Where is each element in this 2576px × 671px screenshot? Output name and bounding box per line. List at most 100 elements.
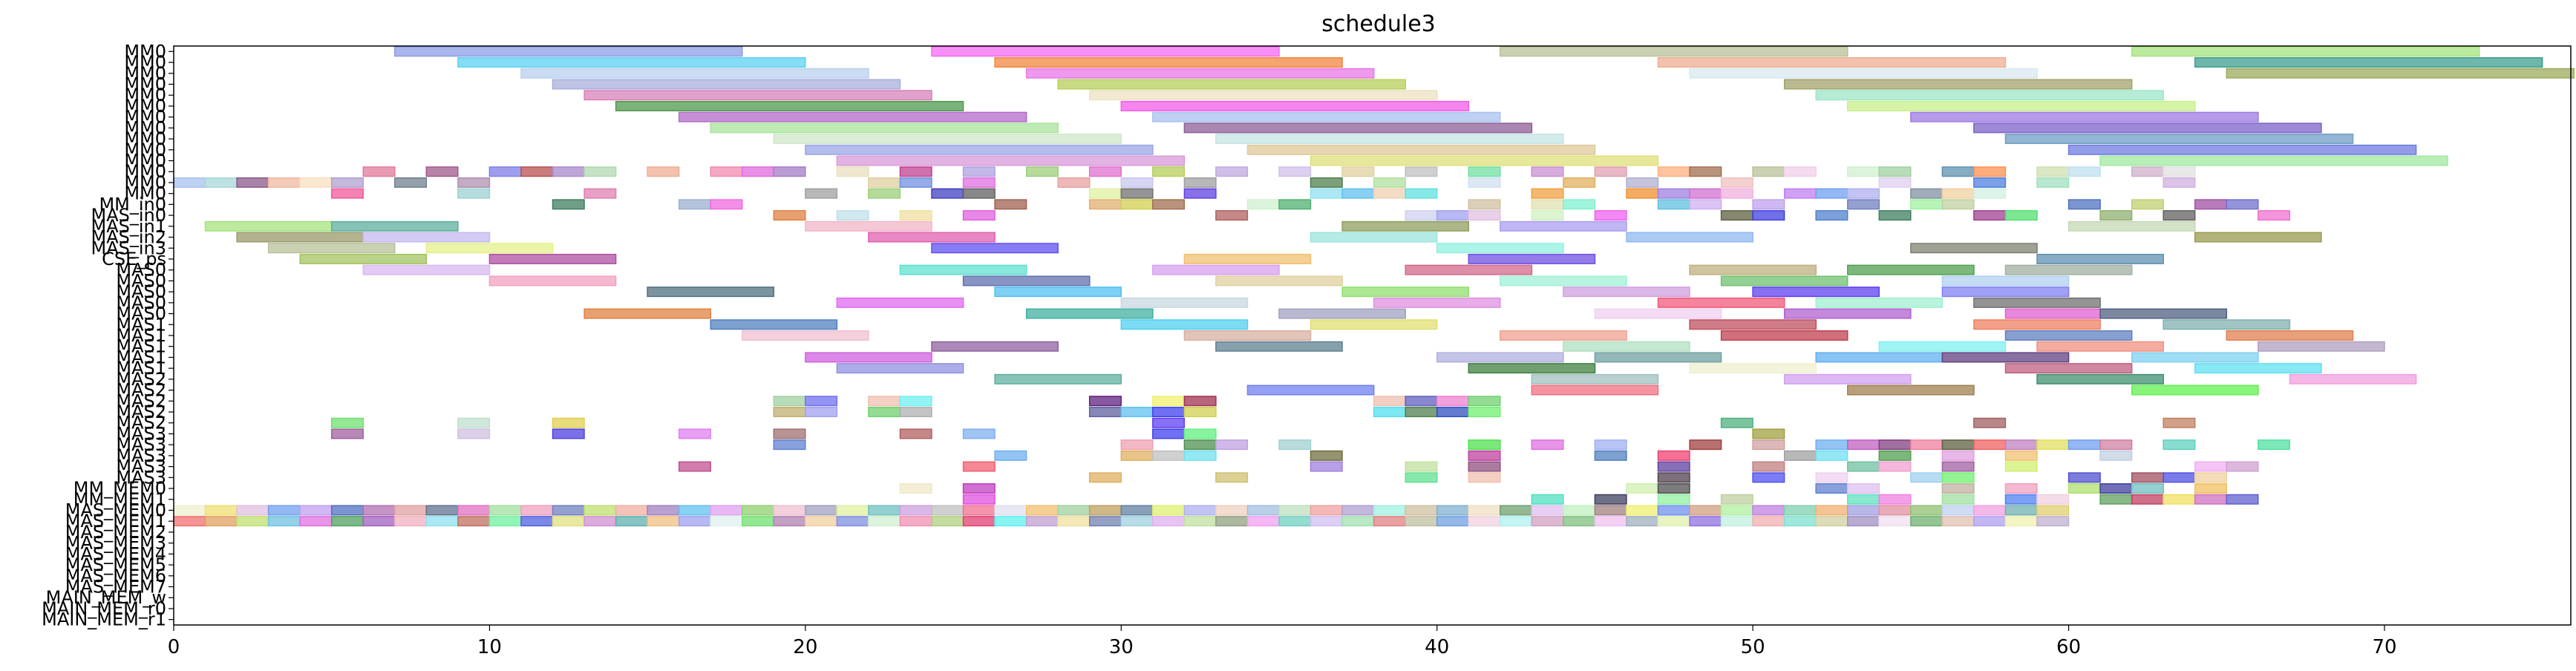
task-bar [173, 177, 206, 188]
y-tick-label: MM_MEM1 [73, 489, 166, 510]
task-bar [2258, 210, 2291, 221]
task-bar [962, 275, 1091, 287]
task-bar [1910, 439, 1944, 451]
task-bar [2163, 417, 2196, 428]
task-bar [1657, 57, 2007, 68]
task-bar [2163, 439, 2196, 451]
task-bar [583, 505, 617, 516]
task-bar [868, 177, 901, 188]
y-tick-label: MAS1 [116, 347, 166, 367]
task-bar [2131, 384, 2259, 396]
task-bar [1783, 516, 1817, 527]
task-bar [899, 483, 932, 494]
task-bar [457, 417, 491, 428]
task-bar [868, 516, 901, 527]
task-bar [931, 243, 1059, 254]
task-bar [1152, 264, 1280, 275]
task-bar [299, 505, 333, 516]
task-bar [836, 516, 869, 527]
y-tick-label: MM0 [124, 85, 166, 105]
task-bar [962, 461, 996, 472]
task-bar [1657, 494, 1690, 505]
task-bar [1120, 319, 1249, 330]
task-bar [173, 516, 206, 527]
task-bar [773, 210, 806, 221]
task-bar [1405, 264, 1533, 275]
task-bar [1657, 297, 1785, 308]
task-bar [899, 407, 932, 418]
task-bar [773, 407, 806, 418]
task-bar [362, 505, 396, 516]
task-bar [1278, 439, 1312, 451]
task-bar [425, 166, 459, 177]
task-bar [2226, 68, 2575, 79]
task-bar [1120, 297, 1249, 308]
x-tick-label: 20 [793, 636, 817, 658]
x-tick-label: 40 [1425, 636, 1449, 658]
task-bar [1910, 516, 1944, 527]
y-tick-label: MAS1 [116, 314, 166, 335]
task-bar [1973, 122, 2322, 134]
task-bar [805, 505, 838, 516]
task-bar [2194, 461, 2227, 472]
y-tick-labels: MM0MM0MM0MM0MM0MM0MM0MM0MM0MM0MM0MM0MM0M… [42, 41, 174, 630]
task-bar [805, 407, 838, 418]
task-bar [1594, 450, 1627, 461]
task-bar [2163, 494, 2196, 505]
task-bar [994, 516, 1027, 527]
task-bar [1720, 516, 1753, 527]
task-bar [1720, 275, 1848, 287]
task-bar [2067, 166, 2101, 177]
task-bar [1341, 516, 1375, 527]
task-bar [2099, 483, 2133, 494]
task-bar [1183, 450, 1217, 461]
task-bar [457, 57, 806, 68]
task-bar [1973, 417, 2007, 428]
task-bar [204, 505, 238, 516]
task-bar [1436, 505, 1469, 516]
task-bar [330, 516, 364, 527]
task-bar [1152, 505, 1186, 516]
task-bar [583, 308, 712, 319]
task-bar [647, 505, 680, 516]
task-bar [1878, 461, 1912, 472]
task-bar [2036, 505, 2070, 516]
task-bar [1183, 330, 1312, 341]
y-tick-label: MAS1 [116, 358, 166, 379]
task-bar [1088, 166, 1122, 177]
task-bar [710, 166, 743, 177]
task-bar [1752, 210, 1785, 221]
task-bar [1405, 505, 1438, 516]
task-bar [1720, 210, 1753, 221]
task-bar [1783, 188, 1817, 199]
task-bar [1341, 188, 1375, 199]
task-bar [204, 516, 238, 527]
task-bar [1215, 505, 1249, 516]
task-bar [1626, 483, 1659, 494]
task-bar [1088, 472, 1122, 483]
task-bar [962, 516, 996, 527]
task-bar [1405, 188, 1438, 199]
task-bar [994, 199, 1027, 210]
y-tick-label: MAS_MEM7 [65, 576, 166, 597]
y-tick-label: MAS0 [116, 260, 166, 281]
task-bar [1025, 166, 1059, 177]
task-bar [710, 199, 743, 210]
task-bar [1310, 177, 1343, 188]
task-bar [1720, 330, 1848, 341]
x-tick-label: 0 [168, 636, 180, 658]
task-bar [1910, 243, 2038, 254]
task-bar [1183, 505, 1217, 516]
task-bar [1373, 505, 1406, 516]
task-bar [678, 111, 1027, 122]
task-bar [1941, 461, 1975, 472]
task-bar [678, 461, 711, 472]
task-bar [1752, 428, 1785, 439]
task-bar [647, 166, 680, 177]
task-bar [1405, 407, 1438, 418]
task-bar [1657, 461, 1690, 472]
task-bar [2131, 352, 2259, 363]
task-bar [267, 177, 301, 188]
task-bar [1720, 494, 1753, 505]
task-bar [1025, 516, 1059, 527]
